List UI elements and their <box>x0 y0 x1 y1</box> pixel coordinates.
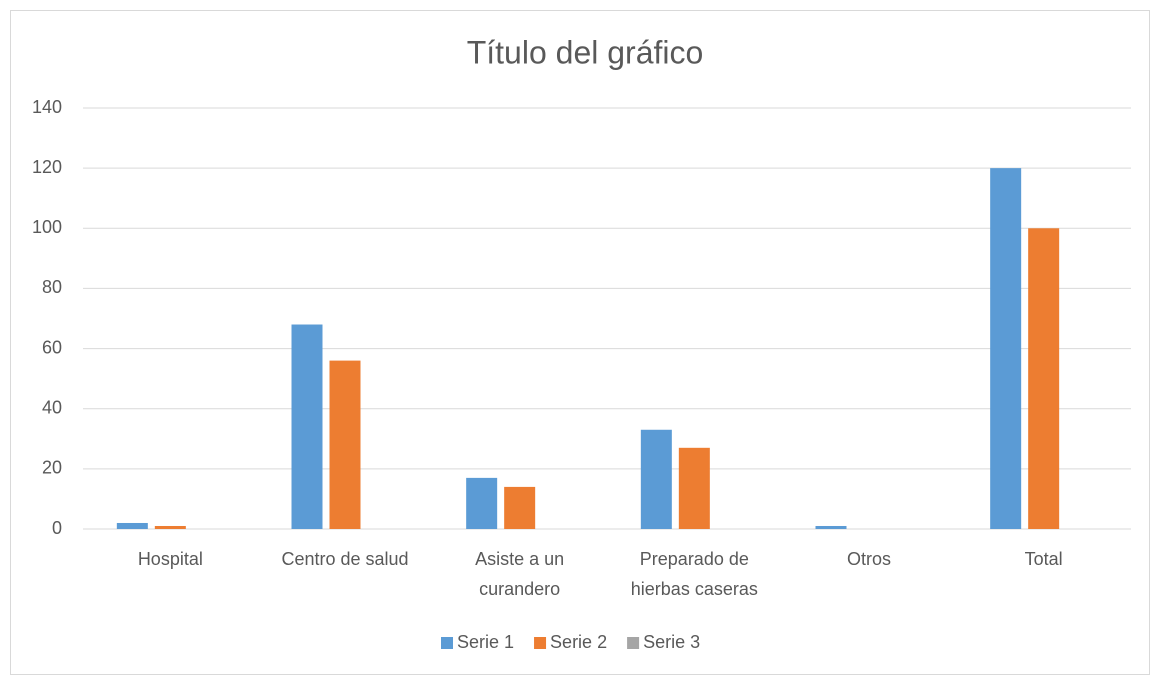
y-tick-label: 40 <box>42 397 62 417</box>
bar <box>678 447 710 529</box>
bar <box>116 522 148 529</box>
x-tick-label: Total <box>1025 549 1063 569</box>
legend-swatch <box>441 637 453 649</box>
y-tick-label: 120 <box>32 157 62 177</box>
y-tick-label: 100 <box>32 217 62 237</box>
legend-label: Serie 2 <box>550 632 607 652</box>
bar <box>504 486 536 529</box>
y-tick-label: 60 <box>42 337 62 357</box>
x-tick-label: Centro de salud <box>281 549 408 569</box>
y-tick-label: 140 <box>32 97 62 117</box>
chart-title: Título del gráfico <box>467 34 704 70</box>
y-tick-label: 80 <box>42 277 62 297</box>
x-tick-label: Otros <box>847 549 891 569</box>
bar <box>329 360 361 529</box>
bar <box>466 477 498 529</box>
bar <box>815 525 847 529</box>
chart-frame <box>10 10 1150 675</box>
x-tick-label: Asiste a un curandero <box>475 549 564 599</box>
bar <box>990 168 1022 529</box>
y-tick-label: 20 <box>42 458 62 478</box>
y-tick-label: 0 <box>52 518 62 538</box>
bar <box>154 525 186 529</box>
x-tick-label: Preparado de hierbas caseras <box>631 549 758 599</box>
x-tick-label: Hospital <box>138 549 203 569</box>
legend-swatch <box>627 637 640 649</box>
legend-label: Serie 1 <box>457 632 514 652</box>
bar <box>640 429 672 529</box>
legend-swatch <box>534 637 547 649</box>
bar <box>291 324 323 529</box>
legend-label: Serie 3 <box>643 632 700 652</box>
bar <box>1028 228 1060 530</box>
